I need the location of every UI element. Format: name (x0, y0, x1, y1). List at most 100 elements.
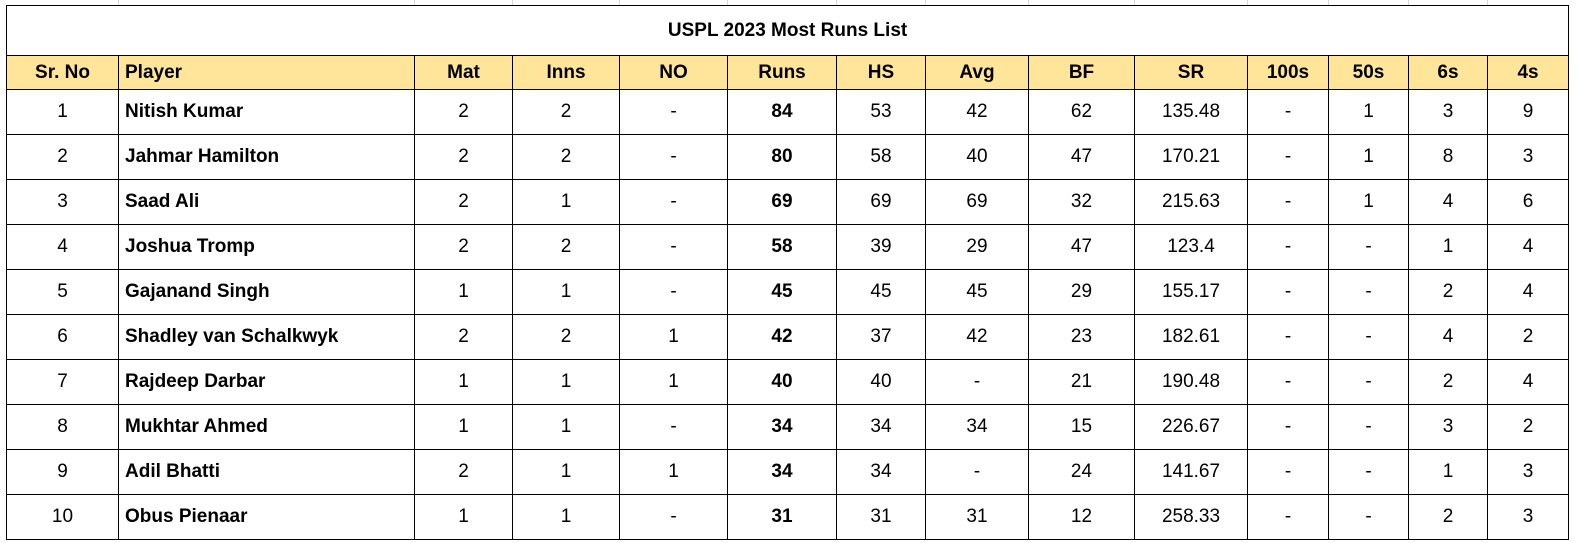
cell-player: Jahmar Hamilton (118, 134, 415, 180)
cell-6s: 2 (1408, 269, 1488, 315)
cell-bf: 47 (1028, 224, 1135, 270)
cell-100s: - (1247, 224, 1329, 270)
cell-inns: 2 (512, 134, 620, 180)
cell-50s: 1 (1328, 89, 1409, 135)
cell-runs: 42 (727, 314, 837, 360)
cell-bf: 15 (1028, 404, 1135, 450)
cell-avg: 42 (925, 89, 1029, 135)
cell-mat: 2 (414, 89, 513, 135)
cell-sr-no: 7 (6, 359, 119, 405)
cell-6s: 4 (1408, 314, 1488, 360)
cell-no: 1 (619, 314, 728, 360)
cell-bf: 47 (1028, 134, 1135, 180)
table-row: 8 Mukhtar Ahmed 1 1-34 34 34 15 226.67- -3 2 (6, 404, 1570, 450)
table-row: 3 Saad Ali 2 1-69 69 69 32 215.63-1 4 6 (6, 179, 1570, 225)
cell-6s: 4 (1408, 179, 1488, 225)
cell-no: 1 (619, 449, 728, 495)
cell-sr-no: 5 (6, 269, 119, 315)
table-row: 6 Shadley van Schalkwyk 2 2 1 42 37 42 23 182.61-… (6, 314, 1570, 360)
cell-hs: 34 (836, 449, 926, 495)
cell-sr-no: 1 (6, 89, 119, 135)
cell-sr-no: 6 (6, 314, 119, 360)
cell-sr: 182.61 (1134, 314, 1248, 360)
cell-sr: 258.33 (1134, 494, 1248, 540)
cell-6s: 2 (1408, 494, 1488, 540)
cell-100s: - (1247, 89, 1329, 135)
cell-bf: 23 (1028, 314, 1135, 360)
cell-runs: 84 (727, 89, 837, 135)
cell-sr: 141.67 (1134, 449, 1248, 495)
cell-no: 1 (619, 359, 728, 405)
cell-100s: - (1247, 269, 1329, 315)
header-no: NO (619, 55, 728, 90)
cell-player: Gajanand Singh (118, 269, 415, 315)
cell-avg: 69 (925, 179, 1029, 225)
cell-bf: 24 (1028, 449, 1135, 495)
cell-runs: 45 (727, 269, 837, 315)
cell-mat: 2 (414, 224, 513, 270)
table-title-row: USPL 2023 Most Runs List (5, 5, 1570, 56)
cell-100s: - (1247, 134, 1329, 180)
table-header-row: Sr. No Player Mat Inns NO Runs HS Avg BF… (6, 55, 1570, 90)
cell-runs: 58 (727, 224, 837, 270)
cell-bf: 32 (1028, 179, 1135, 225)
cell-sr-no: 2 (6, 134, 119, 180)
cell-4s: 9 (1486, 89, 1570, 135)
cell-hs: 31 (836, 494, 926, 540)
table-row: 10 Obus Pienaar 1 1-31 31 31 12 258.33- -2 3 (6, 494, 1570, 540)
cell-50s: - (1328, 224, 1409, 270)
cell-inns: 2 (512, 224, 620, 270)
cell-player: Joshua Tromp (118, 224, 415, 270)
cell-sr: 190.48 (1134, 359, 1248, 405)
table-row: 5 Gajanand Singh 1 1-45 45 45 29 155.17- -2 4 (6, 269, 1570, 315)
cell-inns: 2 (512, 314, 620, 360)
cell-no: - (619, 179, 728, 225)
cell-4s: 4 (1486, 359, 1570, 405)
cell-player: Shadley van Schalkwyk (118, 314, 415, 360)
header-mat: Mat (414, 55, 513, 90)
cell-hs: 40 (836, 359, 926, 405)
cell-no: - (619, 89, 728, 135)
cell-mat: 2 (414, 449, 513, 495)
header-sr: SR (1134, 55, 1248, 90)
header-inns: Inns (512, 55, 620, 90)
cell-50s: - (1328, 269, 1409, 315)
cell-100s: - (1247, 404, 1329, 450)
cell-4s: 4 (1486, 269, 1570, 315)
cell-sr-no: 9 (6, 449, 119, 495)
cell-sr: 123.4 (1134, 224, 1248, 270)
cell-6s: 1 (1408, 224, 1488, 270)
cell-inns: 1 (512, 449, 620, 495)
cell-mat: 2 (414, 179, 513, 225)
header-runs: Runs (727, 55, 837, 90)
cell-runs: 80 (727, 134, 837, 180)
cell-50s: - (1328, 404, 1409, 450)
cell-mat: 1 (414, 404, 513, 450)
cell-50s: - (1328, 449, 1409, 495)
cell-inns: 1 (512, 179, 620, 225)
cell-bf: 29 (1028, 269, 1135, 315)
cell-bf: 12 (1028, 494, 1135, 540)
cell-inns: 1 (512, 269, 620, 315)
cell-hs: 58 (836, 134, 926, 180)
cell-6s: 3 (1408, 404, 1488, 450)
cell-inns: 1 (512, 359, 620, 405)
cell-6s: 3 (1408, 89, 1488, 135)
cell-50s: - (1328, 314, 1409, 360)
gridline-strip (0, 0, 1576, 5)
cell-hs: 53 (836, 89, 926, 135)
table-row: 7 Rajdeep Darbar 1 1 1 40 40-21 190.48- -2 4 (6, 359, 1570, 405)
cell-sr: 215.63 (1134, 179, 1248, 225)
cell-runs: 34 (727, 404, 837, 450)
cell-mat: 1 (414, 494, 513, 540)
cell-4s: 4 (1486, 224, 1570, 270)
cell-sr: 170.21 (1134, 134, 1248, 180)
cell-sr: 155.17 (1134, 269, 1248, 315)
cell-avg: 34 (925, 404, 1029, 450)
table-row: 2 Jahmar Hamilton 2 2-80 58 40 47 170.21-1 8 3 (6, 134, 1570, 180)
cell-player: Saad Ali (118, 179, 415, 225)
header-50s: 50s (1328, 55, 1409, 90)
cell-inns: 1 (512, 494, 620, 540)
cell-100s: - (1247, 179, 1329, 225)
